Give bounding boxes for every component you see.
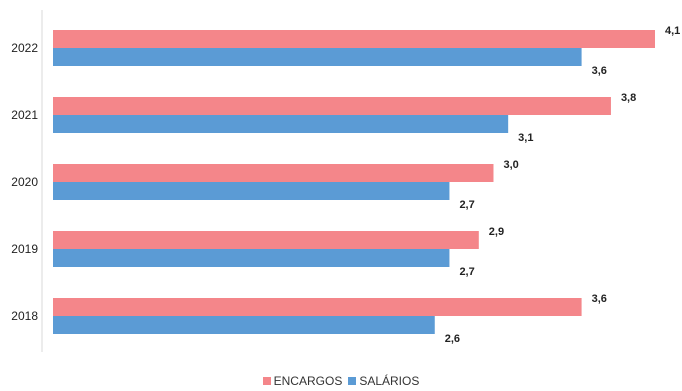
data-label-salarios-2021: 3,1 bbox=[518, 132, 533, 144]
data-label-encargos-2020: 3,0 bbox=[503, 159, 518, 171]
legend-swatch-encargos bbox=[262, 377, 271, 385]
legend-swatch-salarios bbox=[348, 377, 357, 385]
bar-encargos-2019 bbox=[53, 231, 479, 249]
y-tick-label-2022: 2022 bbox=[11, 41, 38, 55]
y-tick-label-2020: 2020 bbox=[11, 175, 38, 189]
data-label-salarios-2020: 2,7 bbox=[459, 199, 474, 211]
bar-salarios-2022 bbox=[53, 48, 582, 66]
bar-salarios-2020 bbox=[53, 182, 450, 200]
bar-salarios-2018 bbox=[53, 316, 435, 334]
data-label-encargos-2019: 2,9 bbox=[489, 226, 504, 238]
data-label-encargos-2021: 3,8 bbox=[621, 92, 636, 104]
y-tick-label-2021: 2021 bbox=[11, 108, 38, 122]
y-tick-label-2018: 2018 bbox=[11, 309, 38, 323]
legend-item-salarios: SALÁRIOS bbox=[348, 374, 419, 388]
legend-label-salarios: SALÁRIOS bbox=[359, 374, 420, 388]
legend-item-encargos: ENCARGOS bbox=[262, 374, 343, 388]
data-label-salarios-2019: 2,7 bbox=[459, 266, 474, 278]
legend-label-encargos: ENCARGOS bbox=[273, 374, 343, 388]
data-label-encargos-2018: 3,6 bbox=[592, 293, 607, 305]
bar-salarios-2021 bbox=[53, 115, 509, 133]
legend: ENCARGOS SALÁRIOS bbox=[0, 374, 682, 388]
bar-encargos-2021 bbox=[53, 97, 611, 115]
bar-salarios-2019 bbox=[53, 249, 450, 267]
y-tick-label-2019: 2019 bbox=[11, 242, 38, 256]
data-label-encargos-2022: 4,1 bbox=[665, 25, 680, 37]
bars-group: 2022 4,1 3,6 2021 3,8 3,1 2020 3,0 2,7 2019 2,9 2,7… bbox=[11, 25, 680, 345]
bar-encargos-2022 bbox=[53, 30, 655, 48]
bar-encargos-2020 bbox=[53, 164, 494, 182]
data-label-salarios-2018: 2,6 bbox=[445, 333, 460, 345]
data-label-salarios-2022: 3,6 bbox=[592, 65, 607, 77]
bar-encargos-2018 bbox=[53, 298, 582, 316]
